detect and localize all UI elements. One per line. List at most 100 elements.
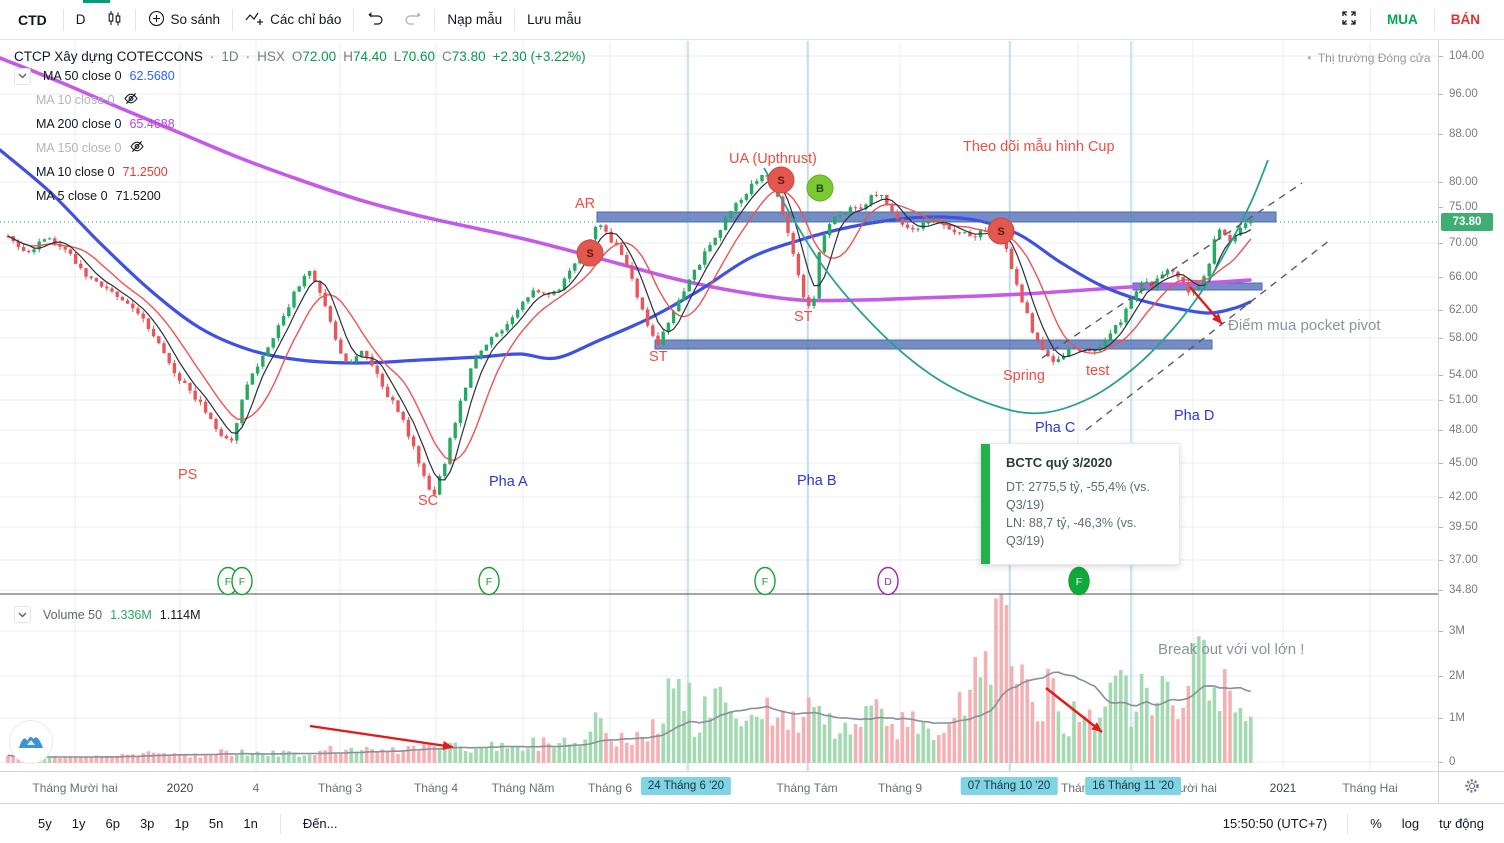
range-5d[interactable]: 5n <box>208 816 224 831</box>
candle-body <box>723 217 728 231</box>
volume-bar <box>417 750 421 763</box>
compare-button[interactable]: So sánh <box>138 6 231 34</box>
volume-bar <box>817 706 821 763</box>
eye-slash-icon[interactable] <box>123 91 139 109</box>
candle-body <box>1119 322 1123 326</box>
candle-body <box>1223 229 1227 236</box>
volume-bar <box>63 757 67 763</box>
candle-body <box>812 298 816 306</box>
range-1m[interactable]: 1p <box>174 816 189 831</box>
volume-bar <box>604 733 608 763</box>
save-template-button[interactable]: Lưu mẫu <box>527 12 582 27</box>
candle-body <box>292 291 296 308</box>
volume-bar <box>744 720 749 763</box>
flag-letter: F <box>1076 576 1082 588</box>
candle-body <box>417 446 421 464</box>
volume-bar <box>838 733 842 763</box>
candle-body <box>552 291 556 295</box>
volume-bar <box>224 750 229 763</box>
candle-body <box>1030 313 1035 333</box>
candle-body <box>151 328 156 337</box>
candle-body <box>89 276 93 279</box>
load-template-button[interactable]: Nạp mẫu <box>447 12 503 27</box>
log-scale-button[interactable]: log <box>1401 816 1420 831</box>
interval-button[interactable]: D <box>75 12 86 27</box>
volume-bar <box>755 716 759 763</box>
percent-scale-button[interactable]: % <box>1370 816 1382 831</box>
volume-bar <box>833 738 837 763</box>
volume-bar <box>1129 726 1133 763</box>
ma-row-150-hidden[interactable]: MA 150 close 0 <box>14 136 586 160</box>
volume-bar <box>1098 717 1102 763</box>
candle-body <box>297 286 301 292</box>
redo-button[interactable] <box>394 6 432 34</box>
dividend-flag <box>877 566 899 596</box>
volume-bar <box>261 754 265 763</box>
time-axis[interactable]: Tháng Mười hai 2020 4 Tháng 3 Tháng 4 Tháng N… <box>0 771 1504 804</box>
candle-body <box>677 300 681 312</box>
candle-body <box>536 290 541 293</box>
goto-date-button[interactable]: Đến... <box>302 816 338 831</box>
candle-body <box>276 325 281 339</box>
auto-scale-button[interactable]: tự động <box>1439 816 1484 831</box>
price-tick-label: 54.00 <box>1439 367 1478 383</box>
ma-row-10-hidden[interactable]: MA 10 close 0 <box>14 88 586 112</box>
candle-body <box>136 308 140 314</box>
tooltip-line: DT: 2775,5 tỷ, -55,4% (vs. <box>1006 480 1150 494</box>
volume-bar <box>937 734 941 763</box>
volume-bar <box>734 718 738 763</box>
eye-slash-icon[interactable] <box>129 139 145 157</box>
broker-logo[interactable] <box>9 720 53 764</box>
candle-body <box>1067 348 1071 357</box>
candle-body <box>437 476 442 495</box>
volume-bar <box>1134 711 1139 763</box>
volume-bar <box>635 731 639 763</box>
ma200-line <box>0 56 1252 303</box>
candle-body <box>843 213 847 215</box>
volume-bar <box>1113 675 1118 763</box>
ma-row-200[interactable]: MA 200 close 0 65.4688 <box>14 112 586 136</box>
undo-button[interactable] <box>356 6 394 34</box>
range-1d[interactable]: 1n <box>243 816 258 831</box>
range-5y[interactable]: 5y <box>38 816 52 831</box>
gear-icon[interactable] <box>1464 778 1480 799</box>
sell-button[interactable]: BÁN <box>1450 12 1480 27</box>
indicators-button[interactable]: Các chỉ báo <box>235 6 351 34</box>
symbol-button[interactable]: CTD <box>18 11 47 28</box>
buy-button[interactable]: MUA <box>1387 12 1418 27</box>
symbol-legend-row[interactable]: CTCP Xây dựng COTECCONS · 1D · HSX O72.0… <box>14 49 586 64</box>
undo-icon <box>366 11 384 28</box>
fullscreen-button[interactable] <box>1330 6 1368 34</box>
ma-row-10[interactable]: MA 10 close 0 71.2500 <box>14 160 586 184</box>
ma-label: MA 200 close 0 <box>36 117 122 131</box>
range-3m[interactable]: 3p <box>139 816 155 831</box>
clock[interactable]: 15:50:50 (UTC+7) <box>1222 816 1328 831</box>
price-tick-label: 2M <box>1439 668 1465 684</box>
ma-row-5[interactable]: MA 5 close 0 71.5200 <box>14 184 586 208</box>
chevron-down-icon[interactable] <box>14 606 31 623</box>
volume-bar <box>723 702 728 763</box>
tooltip-line: Q3/19) <box>1006 498 1045 512</box>
ma-row-50[interactable]: MA 50 close 0 62.5680 <box>14 64 586 88</box>
range-6m[interactable]: 6p <box>105 816 120 831</box>
volume-bar <box>521 750 525 763</box>
signal-badges: S S S B <box>576 166 1015 267</box>
price-axis[interactable]: 104.00 96.00 88.00 80.00 75.00 70.00 66.00 62.0… <box>1438 40 1504 771</box>
indicators-label: Các chỉ báo <box>270 12 342 27</box>
active-interval-indicator <box>83 0 110 3</box>
chevron-down-icon[interactable] <box>14 67 31 85</box>
signal-letter: S <box>997 226 1004 238</box>
chart-style-button[interactable] <box>96 6 133 34</box>
volume-bar <box>697 732 702 763</box>
candle-body <box>1009 248 1014 269</box>
axis-settings-corner[interactable] <box>1438 772 1504 804</box>
range-1y[interactable]: 1y <box>71 816 86 831</box>
flag-letter: D <box>884 576 892 588</box>
volume-bar <box>547 743 551 763</box>
toolbar-separator <box>62 8 64 31</box>
candle-body <box>359 350 364 357</box>
volume-bar <box>1067 736 1071 763</box>
volume-legend-row[interactable]: Volume 50 1.336M 1.114M <box>14 606 201 623</box>
